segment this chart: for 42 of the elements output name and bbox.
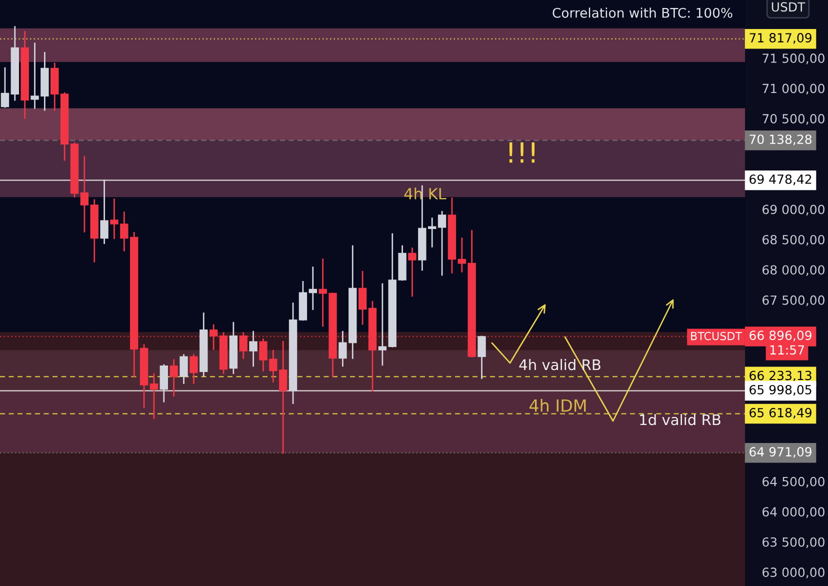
ref-line-label: 71 817,09 bbox=[750, 33, 812, 44]
ref-line-label: 65 618,49 bbox=[750, 408, 812, 419]
annotation: BTCUSDT bbox=[691, 332, 742, 340]
candlestick bbox=[180, 354, 188, 384]
annotation: 4h valid RB bbox=[519, 358, 600, 370]
candlestick bbox=[408, 248, 416, 297]
text: 11:57 bbox=[770, 345, 804, 355]
annotation: Correlation with BTC: 100% bbox=[552, 8, 732, 18]
candlestick bbox=[190, 354, 198, 384]
ref-line-label: 66 233,13 bbox=[750, 370, 812, 382]
y-tick-label: 70 500,00 bbox=[762, 114, 824, 125]
candlestick bbox=[378, 283, 387, 366]
candlestick bbox=[160, 364, 168, 402]
annotation: !!! bbox=[509, 142, 535, 163]
y-tick-label: 68 500,00 bbox=[762, 234, 824, 246]
y-tick-label: 63 500,00 bbox=[762, 537, 824, 548]
ref-line-label: 69 478,42 bbox=[750, 174, 812, 186]
y-tick-label: 64 000,00 bbox=[762, 507, 824, 518]
ref-line-label: 70 138,28 bbox=[750, 134, 812, 146]
y-tick-label: 64 500,00 bbox=[762, 476, 824, 488]
candlestick bbox=[308, 266, 317, 310]
candlestick bbox=[438, 211, 446, 276]
y-tick-label: 63 000,00 bbox=[762, 568, 824, 578]
candlestick bbox=[0, 67, 10, 108]
candlestick bbox=[170, 359, 178, 397]
annotation: 4h IDM bbox=[530, 398, 586, 412]
candlestick bbox=[249, 330, 258, 367]
ref-line-label: 66 896,09 bbox=[750, 330, 812, 342]
ref-line-label: 65 998,05 bbox=[750, 384, 812, 396]
y-tick-label: 71 500,00 bbox=[762, 54, 824, 64]
candlestick bbox=[150, 373, 158, 419]
y-tick-label: 71 000,00 bbox=[762, 84, 824, 94]
candlestick bbox=[80, 156, 89, 232]
y-tick-label: 69 000,00 bbox=[762, 204, 824, 216]
ref-line-label: 64 971,09 bbox=[750, 447, 812, 458]
candlestick bbox=[358, 270, 367, 325]
candlestick bbox=[100, 180, 108, 244]
y-tick-label: 67 500,00 bbox=[762, 295, 824, 306]
annotation: 1d valid RB bbox=[640, 414, 720, 426]
y-axis-title: USDT bbox=[772, 2, 806, 12]
y-tick-label: 68 000,00 bbox=[762, 265, 824, 276]
candlestick bbox=[478, 336, 486, 379]
